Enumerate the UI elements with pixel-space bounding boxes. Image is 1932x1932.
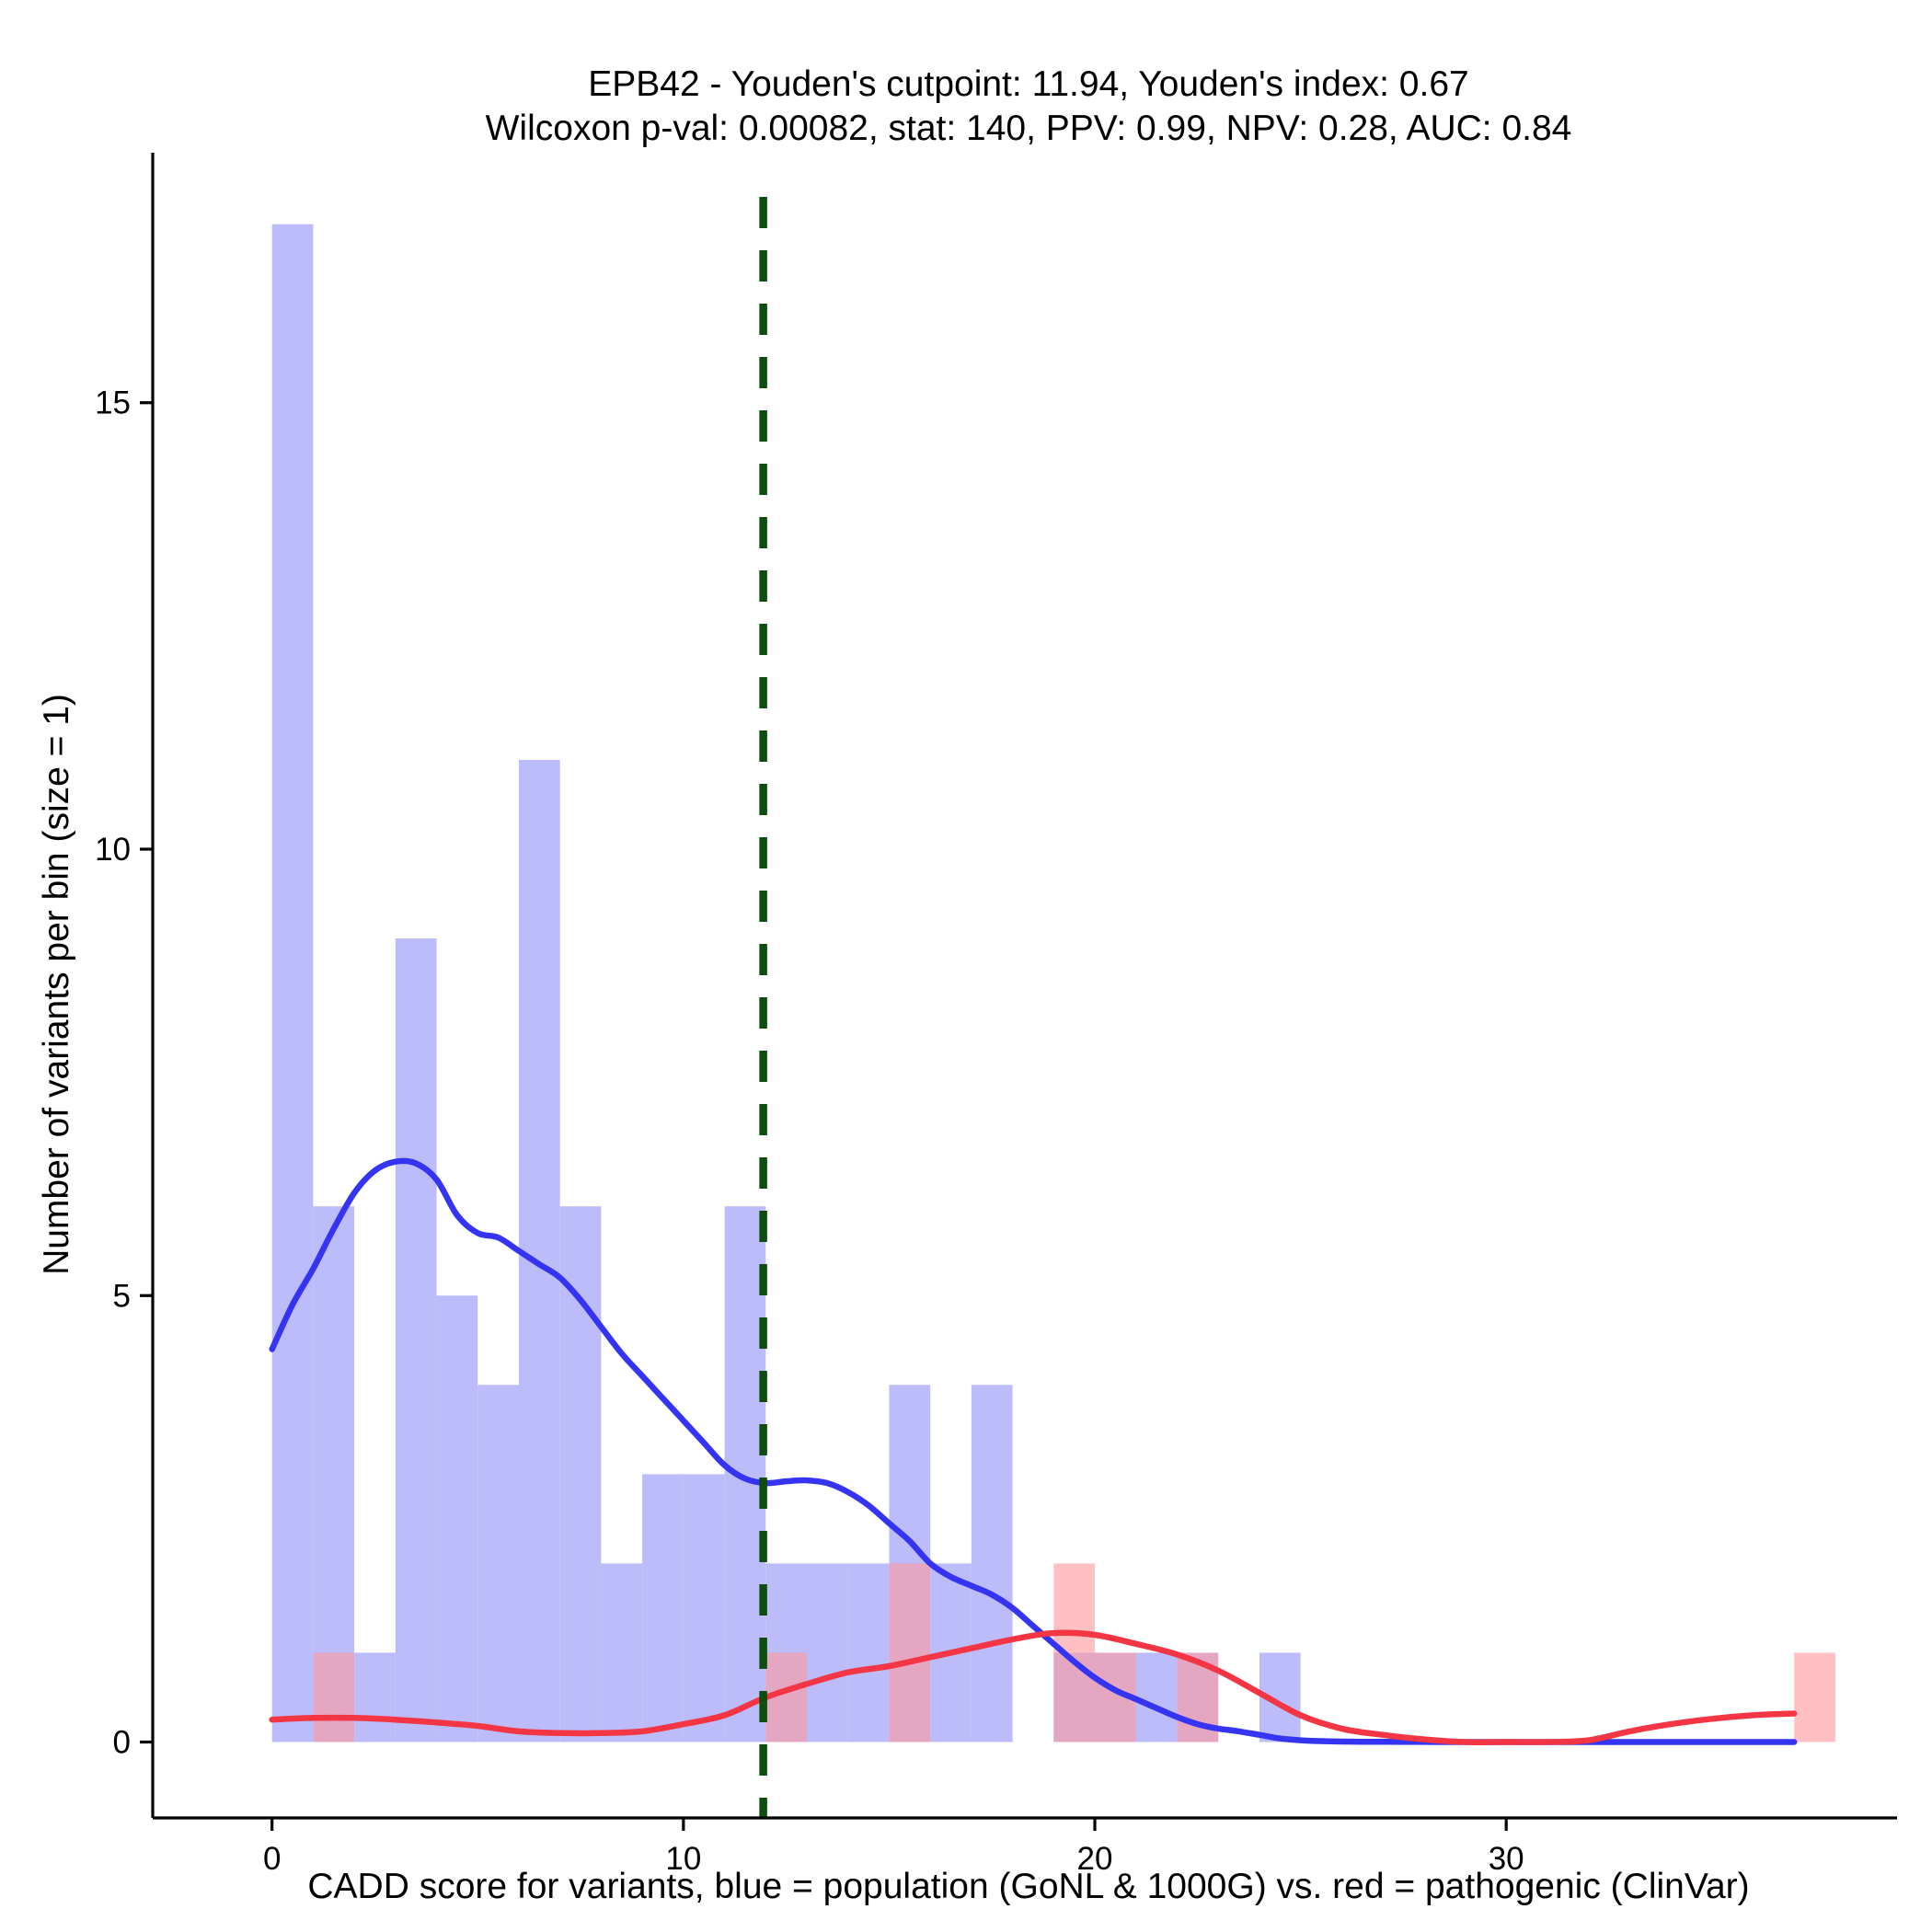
density-curves xyxy=(269,1157,1798,1745)
y-tick-label-0: 0 xyxy=(113,1725,131,1761)
y-axis-label: Number of variants per bin (size = 1) xyxy=(37,694,76,1275)
population-bars xyxy=(271,224,1301,1742)
y-tick-label-10: 10 xyxy=(95,832,131,868)
x-tick-label-0: 0 xyxy=(263,1841,281,1877)
x-axis-label: CADD score for variants, blue = populati… xyxy=(307,1867,1749,1906)
pathogenic-bar-37 xyxy=(1794,1652,1835,1742)
population-bar-5 xyxy=(477,1385,519,1742)
x-tick-label-20: 20 xyxy=(1077,1841,1113,1877)
population-bar-6 xyxy=(518,759,560,1742)
population-bar-3 xyxy=(395,938,437,1742)
population-bar-2 xyxy=(354,1652,396,1742)
chart-title-line-2: Wilcoxon p-val: 0.00082, stat: 140, PPV:… xyxy=(486,109,1572,148)
x-tick-label-10: 10 xyxy=(665,1841,701,1877)
population-density-line xyxy=(269,1157,1798,1745)
population-bar-9 xyxy=(642,1474,684,1742)
pathogenic-bar-15 xyxy=(889,1563,931,1742)
x-axis-ticks: 0 10 20 30 xyxy=(263,1818,1524,1877)
pathogenic-bar-1 xyxy=(313,1652,355,1742)
y-tick-label-15: 15 xyxy=(95,385,131,421)
population-bar-17 xyxy=(971,1385,1013,1742)
population-bar-4 xyxy=(436,1295,478,1742)
population-bar-0 xyxy=(271,224,314,1742)
y-tick-label-5: 5 xyxy=(113,1278,131,1314)
pathogenic-density-line xyxy=(269,1629,1798,1745)
population-bar-10 xyxy=(683,1474,725,1742)
x-tick-label-30: 30 xyxy=(1489,1841,1524,1877)
population-bar-21 xyxy=(1135,1652,1178,1742)
population-bar-14 xyxy=(847,1563,890,1742)
population-bar-8 xyxy=(601,1563,643,1742)
population-bar-13 xyxy=(807,1563,848,1742)
population-bar-1 xyxy=(313,1206,355,1742)
chart-title-line-1: EPB42 - Youden's cutpoint: 11.94, Youden… xyxy=(588,64,1468,104)
y-axis-ticks: 0 5 10 15 xyxy=(95,385,153,1761)
